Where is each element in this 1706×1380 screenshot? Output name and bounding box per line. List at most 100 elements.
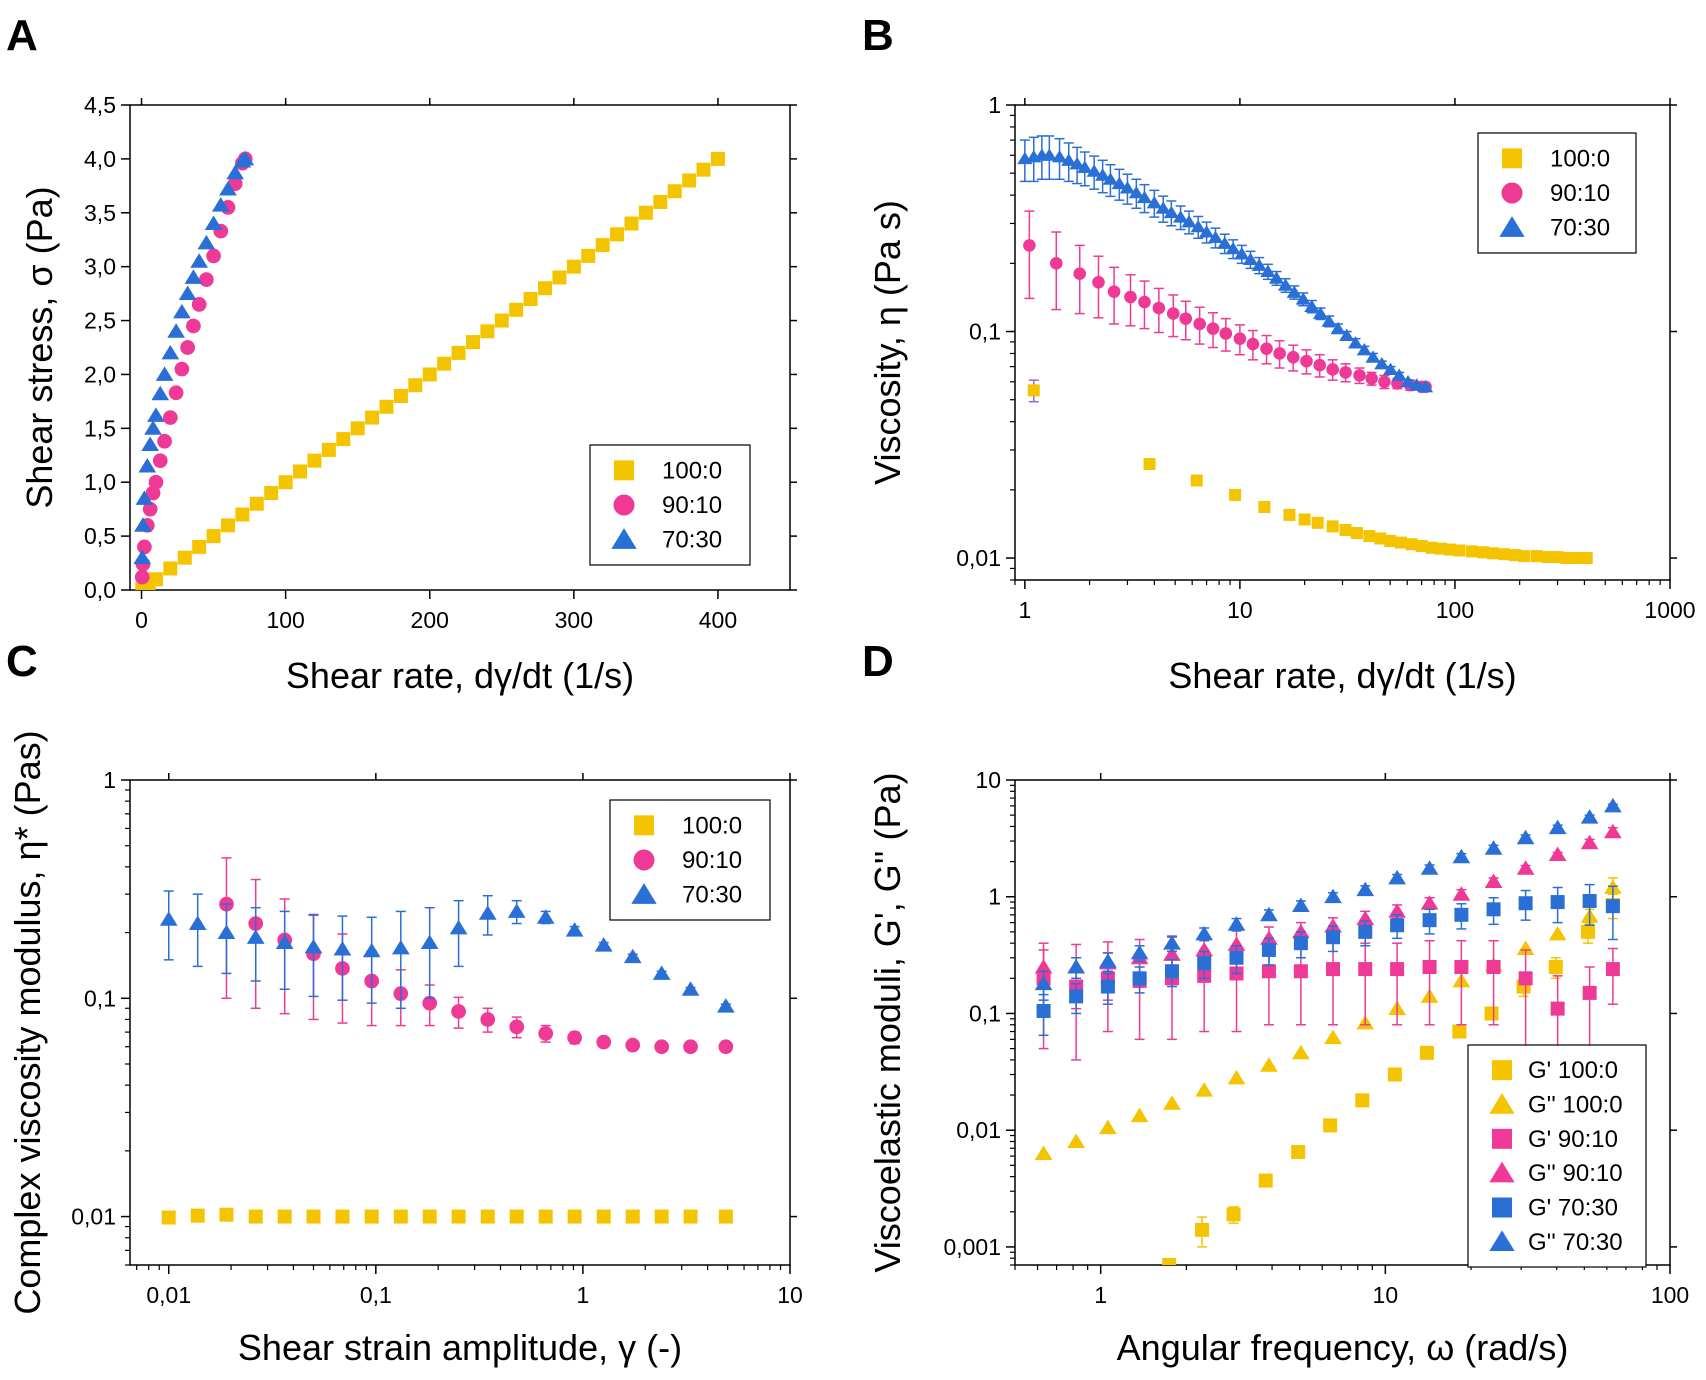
data-point bbox=[480, 324, 495, 339]
legend-label: 90:10 bbox=[682, 847, 742, 874]
data-point bbox=[188, 915, 207, 930]
data-point bbox=[696, 162, 711, 177]
data-point bbox=[683, 1039, 698, 1055]
data-point bbox=[1425, 541, 1438, 554]
data-point bbox=[1217, 236, 1233, 249]
data-point bbox=[1261, 964, 1276, 979]
data-point bbox=[1034, 958, 1053, 974]
data-point bbox=[1034, 1145, 1053, 1161]
legend-marker bbox=[1502, 148, 1522, 169]
data-point bbox=[1452, 886, 1471, 901]
data-point bbox=[1258, 1173, 1273, 1188]
data-point bbox=[1415, 540, 1428, 553]
y-tick-label: 4,0 bbox=[84, 146, 116, 172]
panel-letter: D bbox=[862, 637, 894, 686]
data-layer bbox=[159, 857, 735, 1225]
data-point bbox=[168, 385, 184, 401]
data-point bbox=[408, 378, 423, 393]
data-point bbox=[177, 550, 192, 565]
y-tick-label: 3,0 bbox=[84, 254, 116, 280]
data-point bbox=[1580, 834, 1599, 850]
data-point bbox=[1277, 278, 1294, 291]
data-point bbox=[1027, 384, 1040, 397]
data-point bbox=[1355, 1093, 1370, 1108]
legend: 100:0 90:10 70:30 bbox=[609, 799, 771, 921]
y-tick-label: 0,0 bbox=[84, 577, 116, 603]
data-point bbox=[1476, 546, 1489, 559]
data-point bbox=[148, 572, 163, 587]
data-point bbox=[1548, 925, 1567, 941]
data-point bbox=[1518, 971, 1533, 986]
data-point bbox=[1324, 1029, 1342, 1045]
legend-label: G' 70:30 bbox=[1528, 1195, 1618, 1222]
data-point bbox=[364, 1209, 379, 1224]
data-point bbox=[1605, 899, 1620, 914]
data-point bbox=[1326, 962, 1341, 977]
data-point bbox=[235, 507, 250, 522]
series-70-30 bbox=[159, 890, 735, 1013]
y-tick-label: 0,01 bbox=[956, 545, 1001, 571]
data-point bbox=[1518, 896, 1533, 911]
data-point bbox=[565, 922, 584, 937]
y-tick-label: 0,001 bbox=[943, 1234, 1001, 1260]
data-point bbox=[1454, 907, 1469, 922]
data-point bbox=[1099, 1119, 1117, 1135]
data-point bbox=[321, 442, 336, 457]
data-point bbox=[226, 164, 245, 180]
data-point bbox=[1422, 913, 1437, 928]
data-point bbox=[1484, 840, 1503, 855]
data-point bbox=[1146, 195, 1162, 209]
data-point bbox=[422, 367, 437, 382]
data-point bbox=[1452, 1024, 1467, 1039]
data-point bbox=[1292, 897, 1310, 913]
data-point bbox=[1198, 225, 1215, 238]
data-point bbox=[134, 517, 152, 532]
y-tick-label: 1,0 bbox=[84, 469, 116, 495]
data-point bbox=[217, 924, 236, 940]
data-point bbox=[451, 345, 466, 360]
data-point bbox=[1195, 1082, 1214, 1097]
data-point bbox=[1268, 271, 1285, 284]
x-tick-label: 100 bbox=[1436, 597, 1474, 623]
legend-marker bbox=[633, 849, 655, 871]
data-point bbox=[1339, 366, 1352, 379]
data-point bbox=[449, 919, 468, 935]
data-point bbox=[219, 1207, 234, 1222]
legend-label: 70:30 bbox=[1550, 215, 1610, 242]
data-point bbox=[1152, 301, 1166, 315]
data-point bbox=[1530, 550, 1543, 563]
x-axis-label: Shear rate, dγ/dt (1/s) bbox=[1168, 655, 1516, 696]
data-point bbox=[1465, 545, 1478, 558]
data-point bbox=[1234, 247, 1250, 260]
y-tick-label: 4,5 bbox=[84, 92, 116, 118]
data-point bbox=[610, 227, 625, 242]
data-point bbox=[1548, 819, 1567, 835]
data-point bbox=[1206, 322, 1220, 335]
data-point bbox=[180, 340, 195, 355]
data-point bbox=[536, 909, 555, 924]
y-tick-label: 0,5 bbox=[84, 523, 116, 549]
y-axis-label: Complex viscosity modulus, η* (Pas) bbox=[7, 730, 48, 1314]
data-point bbox=[1400, 374, 1416, 388]
data-point bbox=[1498, 548, 1511, 561]
data-point bbox=[1293, 936, 1308, 951]
legend-label: 70:30 bbox=[682, 882, 742, 909]
legend-label: 70:30 bbox=[662, 527, 722, 554]
data-point bbox=[1323, 1118, 1338, 1133]
data-point bbox=[1155, 201, 1171, 214]
data-point bbox=[1286, 285, 1302, 298]
series-g-70-30 bbox=[1034, 797, 1622, 1001]
data-point bbox=[718, 1039, 734, 1055]
data-point bbox=[1181, 214, 1197, 228]
data-point bbox=[1207, 230, 1224, 244]
data-point bbox=[1227, 916, 1246, 931]
chart-panel-a: A 0 100 200 300 400 0,0 0,5 1,0 1,5 2,0 2,5 3,0 3,5 4,… bbox=[6, 11, 797, 696]
data-point bbox=[137, 539, 152, 555]
legend-label: 90:10 bbox=[662, 492, 722, 519]
data-point bbox=[1374, 532, 1387, 545]
legend-marker bbox=[1492, 1197, 1512, 1218]
data-point bbox=[1508, 549, 1521, 562]
y-axis-label: Viscoelastic moduli, G', G'' (Pa) bbox=[867, 772, 908, 1272]
y-tick-label: 0,1 bbox=[969, 319, 1001, 345]
data-point bbox=[422, 995, 438, 1011]
